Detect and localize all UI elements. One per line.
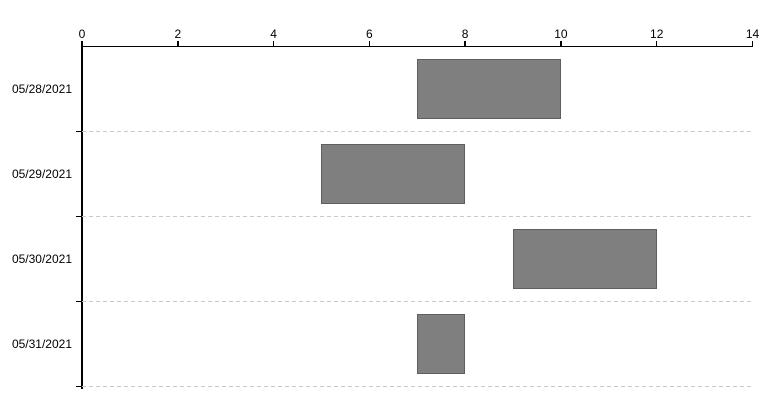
x-axis-tick [655,41,658,46]
x-axis-tick [177,41,179,46]
x-axis-tick-label: 12 [650,27,664,41]
category-label: 05/29/2021 [11,167,72,181]
y-axis-tick [75,215,81,218]
y-axis-line [81,45,83,389]
x-axis-tick [751,41,754,46]
x-axis-tick [81,41,83,46]
y-axis-tick [75,300,81,303]
x-axis-tick [464,41,466,46]
gridline [82,131,754,132]
y-axis-tick [75,130,81,133]
gridline [82,301,754,302]
x-axis-tick [368,41,371,46]
x-axis-tick-label: 6 [366,27,373,41]
gantt-bar-2 [513,228,657,290]
gridline [82,386,754,387]
x-axis-tick-label: 14 [745,27,760,41]
category-label: 05/30/2021 [11,252,72,266]
x-axis-tick-label: 10 [554,27,568,41]
category-label: 05/31/2021 [11,337,72,351]
x-axis-tick-label: 4 [270,27,277,41]
x-axis-tick-label: 2 [174,27,182,41]
x-axis-tick-label: 8 [461,27,469,41]
x-axis-tick [560,41,562,46]
y-axis-tick [75,385,81,388]
gantt-bar-3 [417,313,466,375]
gridline [82,216,754,217]
gantt-bar-1 [321,143,466,205]
category-label: 05/28/2021 [11,82,72,96]
x-axis-tick [272,41,275,46]
x-axis-line [81,45,753,47]
gantt-bar-0 [417,58,561,120]
x-axis-tick-label: 0 [78,27,86,41]
